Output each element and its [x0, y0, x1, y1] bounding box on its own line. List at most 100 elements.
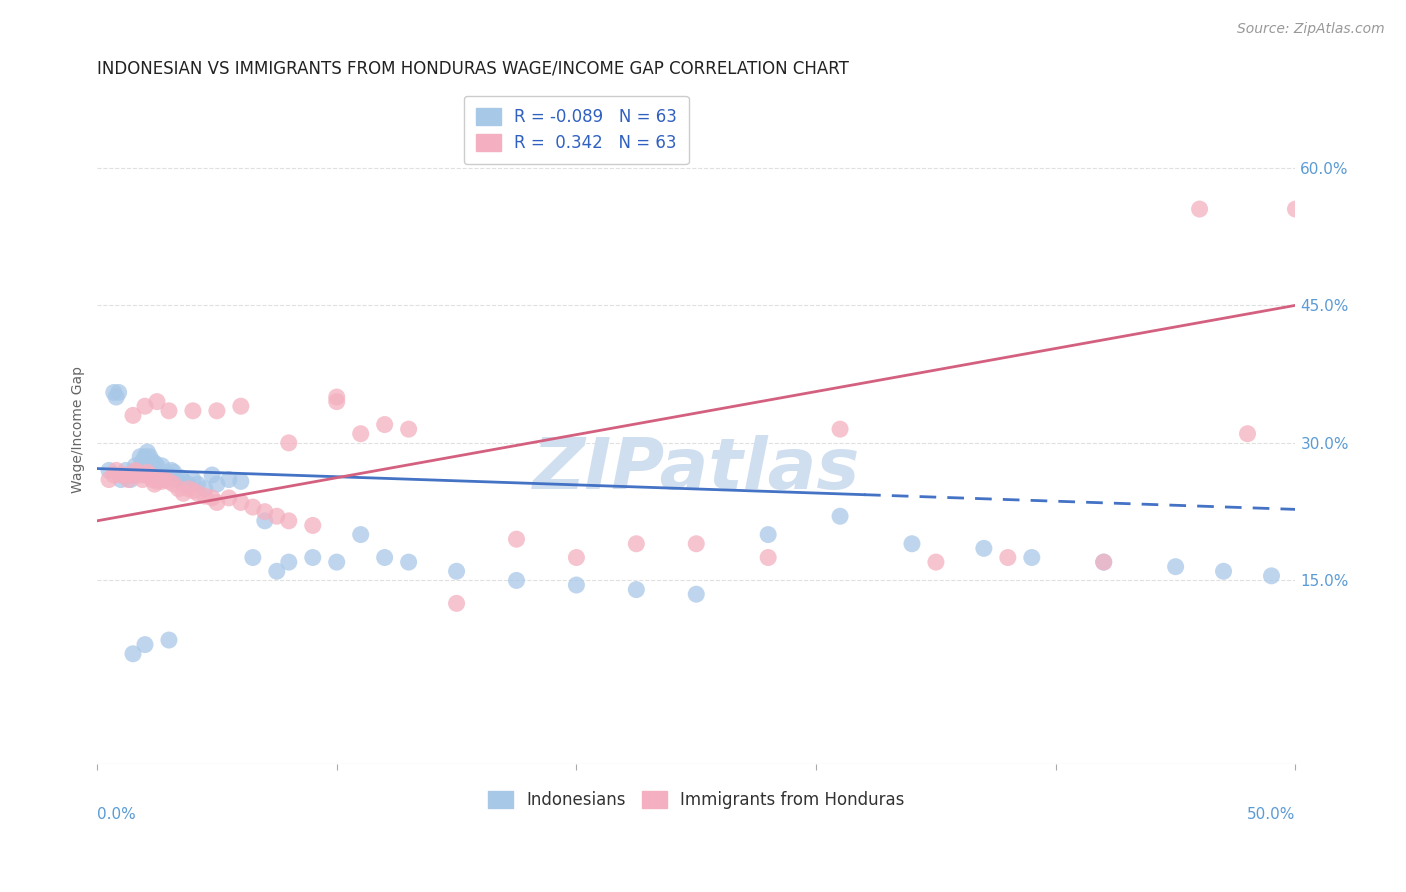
Point	[181, 483, 204, 498]
Point	[828, 422, 851, 436]
Point	[277, 436, 299, 450]
Point	[120, 473, 142, 487]
Point	[398, 555, 420, 569]
Point	[1212, 564, 1234, 578]
Point	[505, 532, 527, 546]
Point	[157, 467, 180, 482]
Point	[301, 550, 323, 565]
Point	[1092, 555, 1115, 569]
Point	[218, 491, 240, 505]
Point	[163, 477, 186, 491]
Point	[565, 578, 588, 592]
Point	[157, 475, 180, 489]
Point	[124, 458, 146, 473]
Point	[127, 463, 149, 477]
Point	[150, 458, 173, 473]
Point	[350, 426, 373, 441]
Point	[98, 473, 121, 487]
Point	[325, 555, 347, 569]
Point	[172, 486, 194, 500]
Point	[141, 473, 163, 487]
Point	[150, 475, 173, 489]
Point	[685, 587, 707, 601]
Point	[110, 467, 132, 482]
Point	[122, 467, 145, 482]
Point	[103, 385, 125, 400]
Y-axis label: Wage/Income Gap: Wage/Income Gap	[72, 366, 86, 492]
Point	[134, 467, 156, 482]
Point	[131, 473, 153, 487]
Point	[134, 638, 156, 652]
Point	[756, 550, 779, 565]
Point	[626, 582, 648, 597]
Point	[177, 477, 200, 491]
Point	[148, 467, 170, 482]
Point	[136, 445, 159, 459]
Point	[446, 596, 468, 610]
Point	[105, 390, 128, 404]
Point	[187, 477, 209, 491]
Point	[129, 450, 152, 464]
Point	[117, 467, 139, 482]
Point	[229, 475, 252, 489]
Point	[160, 463, 183, 477]
Point	[143, 477, 166, 491]
Point	[565, 550, 588, 565]
Text: ZIPatlas: ZIPatlas	[533, 434, 860, 504]
Point	[446, 564, 468, 578]
Point	[105, 463, 128, 477]
Point	[98, 463, 121, 477]
Point	[229, 495, 252, 509]
Point	[122, 647, 145, 661]
Point	[253, 514, 276, 528]
Point	[205, 477, 228, 491]
Point	[277, 555, 299, 569]
Point	[1188, 202, 1211, 216]
Point	[187, 486, 209, 500]
Point	[374, 550, 396, 565]
Point	[141, 454, 163, 468]
Point	[925, 555, 948, 569]
Point	[194, 482, 217, 496]
Point	[218, 473, 240, 487]
Point	[350, 527, 373, 541]
Point	[167, 482, 190, 496]
Point	[107, 385, 129, 400]
Point	[1236, 426, 1258, 441]
Point	[325, 390, 347, 404]
Point	[205, 404, 228, 418]
Point	[117, 473, 139, 487]
Point	[398, 422, 420, 436]
Point	[181, 473, 204, 487]
Point	[1260, 569, 1282, 583]
Point	[157, 404, 180, 418]
Point	[139, 450, 162, 464]
Point	[325, 394, 347, 409]
Point	[1021, 550, 1043, 565]
Point	[146, 458, 169, 473]
Point	[374, 417, 396, 432]
Text: 50.0%: 50.0%	[1247, 807, 1295, 822]
Point	[756, 527, 779, 541]
Point	[103, 467, 125, 482]
Point	[205, 495, 228, 509]
Point	[1092, 555, 1115, 569]
Point	[114, 467, 136, 482]
Text: INDONESIAN VS IMMIGRANTS FROM HONDURAS WAGE/INCOME GAP CORRELATION CHART: INDONESIAN VS IMMIGRANTS FROM HONDURAS W…	[97, 60, 849, 78]
Point	[122, 409, 145, 423]
Point	[165, 473, 187, 487]
Point	[122, 467, 145, 482]
Point	[146, 475, 169, 489]
Point	[157, 633, 180, 648]
Point	[146, 394, 169, 409]
Point	[685, 537, 707, 551]
Point	[134, 450, 156, 464]
Point	[148, 471, 170, 485]
Point	[163, 465, 186, 479]
Point	[170, 471, 193, 485]
Point	[253, 505, 276, 519]
Point	[973, 541, 995, 556]
Point	[505, 574, 527, 588]
Point	[194, 489, 217, 503]
Point	[124, 463, 146, 477]
